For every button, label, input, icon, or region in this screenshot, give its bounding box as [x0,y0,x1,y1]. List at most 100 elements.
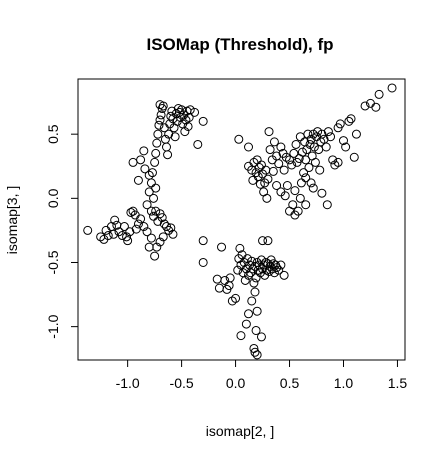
data-point [153,129,163,139]
plot-frame [77,78,406,361]
data-point [289,148,299,158]
x-tick-label: 0.0 [226,375,246,391]
data-point [269,137,279,147]
data-point [166,223,176,233]
data-point [248,264,258,274]
data-point [338,136,348,146]
data-point [250,287,260,297]
data-point [190,107,200,117]
data-point [155,100,165,110]
data-point [163,150,173,160]
data-points [83,83,397,360]
y-axis-label: isomap[3, ] [4,186,20,254]
data-point [290,186,300,196]
data-point [274,265,284,275]
data-point [117,231,127,241]
data-point [304,163,314,173]
data-point [152,138,162,148]
data-point [139,222,149,232]
data-point [156,110,166,120]
data-point [142,200,152,210]
data-point [251,325,261,335]
data-point [301,200,311,210]
data-point [248,175,258,185]
data-point [387,83,397,93]
data-point [276,187,286,197]
data-point [301,155,311,165]
data-point [244,142,254,152]
data-point [122,232,132,242]
data-point [265,261,275,271]
data-point [110,215,120,225]
data-point [166,111,176,121]
data-point [309,142,319,152]
data-point [308,183,318,193]
data-point [193,139,203,149]
data-point [150,251,160,261]
data-point [235,243,245,253]
data-point [299,168,309,178]
y-axis: -1.0 -0.5 0.0 0.5 [45,124,79,339]
data-point [158,232,168,242]
data-point [272,263,282,273]
data-point [341,142,351,152]
data-point [136,214,146,224]
data-point [157,213,167,223]
data-point [224,281,234,291]
data-point [374,89,384,99]
data-point [259,260,269,270]
data-point [247,296,257,306]
data-point [214,283,224,293]
data-point [272,180,282,190]
data-point [349,152,359,162]
data-point [152,242,162,252]
data-point [326,132,336,142]
data-point [253,265,263,275]
x-tick-label: -1.0 [116,375,140,391]
data-point [295,132,305,142]
data-point [250,347,260,357]
data-point [303,129,313,139]
data-point [180,127,190,137]
data-point [265,145,275,155]
data-point [155,115,165,125]
data-point [256,255,266,265]
data-point [149,193,159,203]
data-point [313,127,323,137]
data-point [123,236,133,246]
data-point [251,273,261,283]
data-point [198,116,208,126]
data-point [256,160,266,170]
data-point [231,293,241,303]
data-point [242,254,252,264]
data-point [268,166,278,176]
data-point [185,105,195,115]
data-point [177,105,187,115]
data-point [274,159,284,169]
data-point [119,222,129,232]
data-point [133,175,143,185]
data-point [252,306,262,316]
data-point [306,178,316,188]
data-point [150,157,160,167]
data-point [146,233,156,243]
data-point [276,142,286,152]
data-point [233,265,243,275]
data-point [155,237,165,247]
data-point [198,236,208,246]
data-point [295,193,305,203]
data-point [317,188,327,198]
x-tick-label: -0.5 [170,375,194,391]
data-point [234,134,244,144]
data-point [287,160,297,170]
data-point [151,148,161,158]
y-tick-label: 0.0 [45,188,61,208]
data-point [308,129,318,139]
data-point [321,142,331,152]
data-point [264,266,274,276]
data-point [351,129,361,139]
data-point [279,270,289,280]
x-axis-label: isomap[2, ] [206,423,274,439]
data-point [249,278,259,288]
data-point [126,207,136,217]
